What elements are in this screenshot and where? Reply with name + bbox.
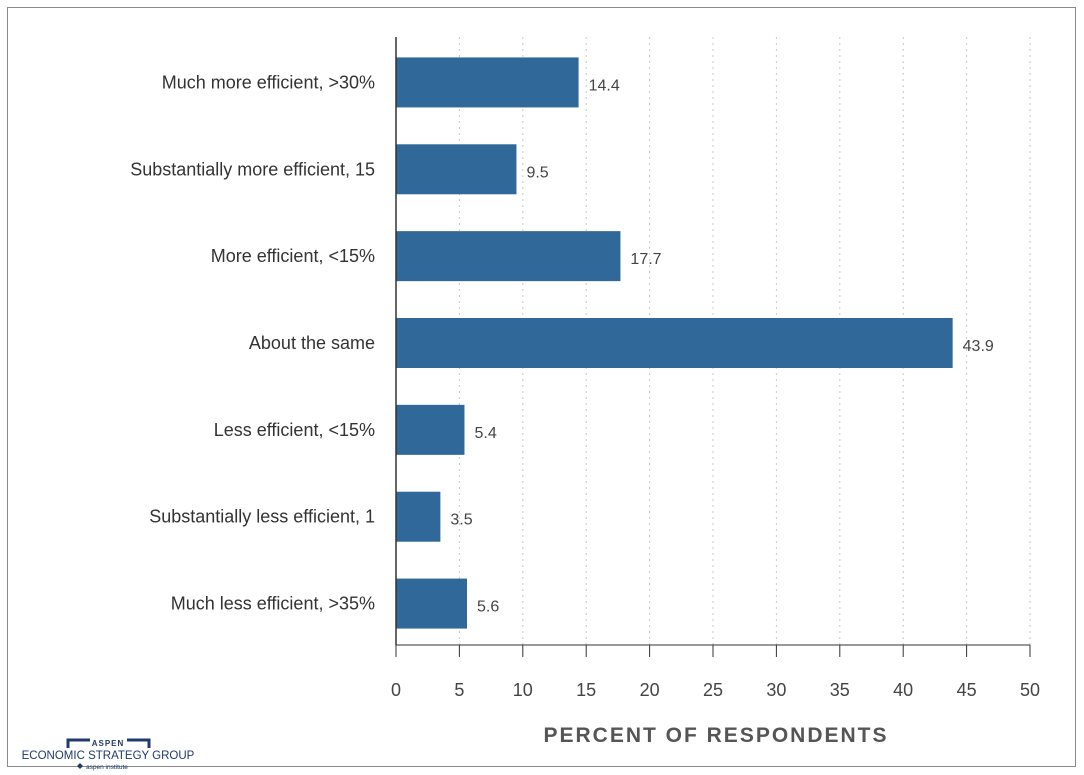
- x-tick-label: 0: [391, 680, 401, 700]
- bars: [396, 57, 953, 629]
- logo-bracket-left-icon: [66, 738, 90, 748]
- x-tick-label: 15: [576, 680, 596, 700]
- category-label: Less efficient, <15%: [214, 420, 375, 440]
- value-label: 17.7: [630, 251, 661, 268]
- x-tick-label: 50: [1020, 680, 1040, 700]
- x-tick-label: 5: [454, 680, 464, 700]
- value-label: 5.4: [474, 425, 496, 442]
- bar: [396, 57, 579, 108]
- x-tick-label: 35: [830, 680, 850, 700]
- logo-institute-text: aspen institute: [86, 764, 128, 771]
- x-axis-title: PERCENT OF RESPONDENTS: [543, 724, 888, 747]
- value-label: 3.5: [450, 512, 472, 529]
- value-label: 5.6: [477, 599, 499, 616]
- bar: [396, 231, 621, 282]
- value-labels: 14.4 9.5 17.7 43.9 5.4 3.5 5.6: [450, 77, 994, 615]
- category-label: About the same: [249, 333, 375, 353]
- x-tick-labels: 0 5 10 15 20 25 30 35 40 45 50: [391, 645, 1040, 700]
- chart-frame: [7, 7, 1076, 767]
- bar: [396, 578, 468, 629]
- bar: [396, 318, 953, 368]
- logo-aspen-text: ASPEN: [92, 739, 125, 748]
- x-tick-label: 30: [766, 680, 786, 700]
- value-label: 14.4: [589, 77, 620, 94]
- category-label: Much less efficient, >35%: [171, 594, 375, 614]
- category-label: Substantially less efficient, 1: [149, 507, 375, 527]
- aspen-logo: ASPEN ECONOMIC STRATEGY GROUP aspen inst…: [22, 738, 195, 771]
- logo-group-text: ECONOMIC STRATEGY GROUP: [22, 750, 195, 762]
- category-label: Much more efficient, >30%: [162, 72, 375, 92]
- bar: [396, 144, 517, 195]
- x-tick-label: 10: [513, 680, 533, 700]
- value-label: 9.5: [526, 164, 548, 181]
- value-label: 43.9: [963, 338, 994, 355]
- logo-bracket-right-icon: [127, 738, 151, 748]
- x-tick-label: 20: [640, 680, 660, 700]
- bar: [396, 491, 441, 542]
- x-tick-label: 25: [703, 680, 723, 700]
- logo-diamond-icon: [77, 763, 83, 769]
- category-label: More efficient, <15%: [211, 246, 375, 266]
- x-tick-label: 45: [957, 680, 977, 700]
- x-tick-label: 40: [893, 680, 913, 700]
- bar: [396, 404, 465, 455]
- category-labels: Much more efficient, >30% Substantially m…: [130, 72, 375, 613]
- category-label: Substantially more efficient, 15: [130, 159, 375, 179]
